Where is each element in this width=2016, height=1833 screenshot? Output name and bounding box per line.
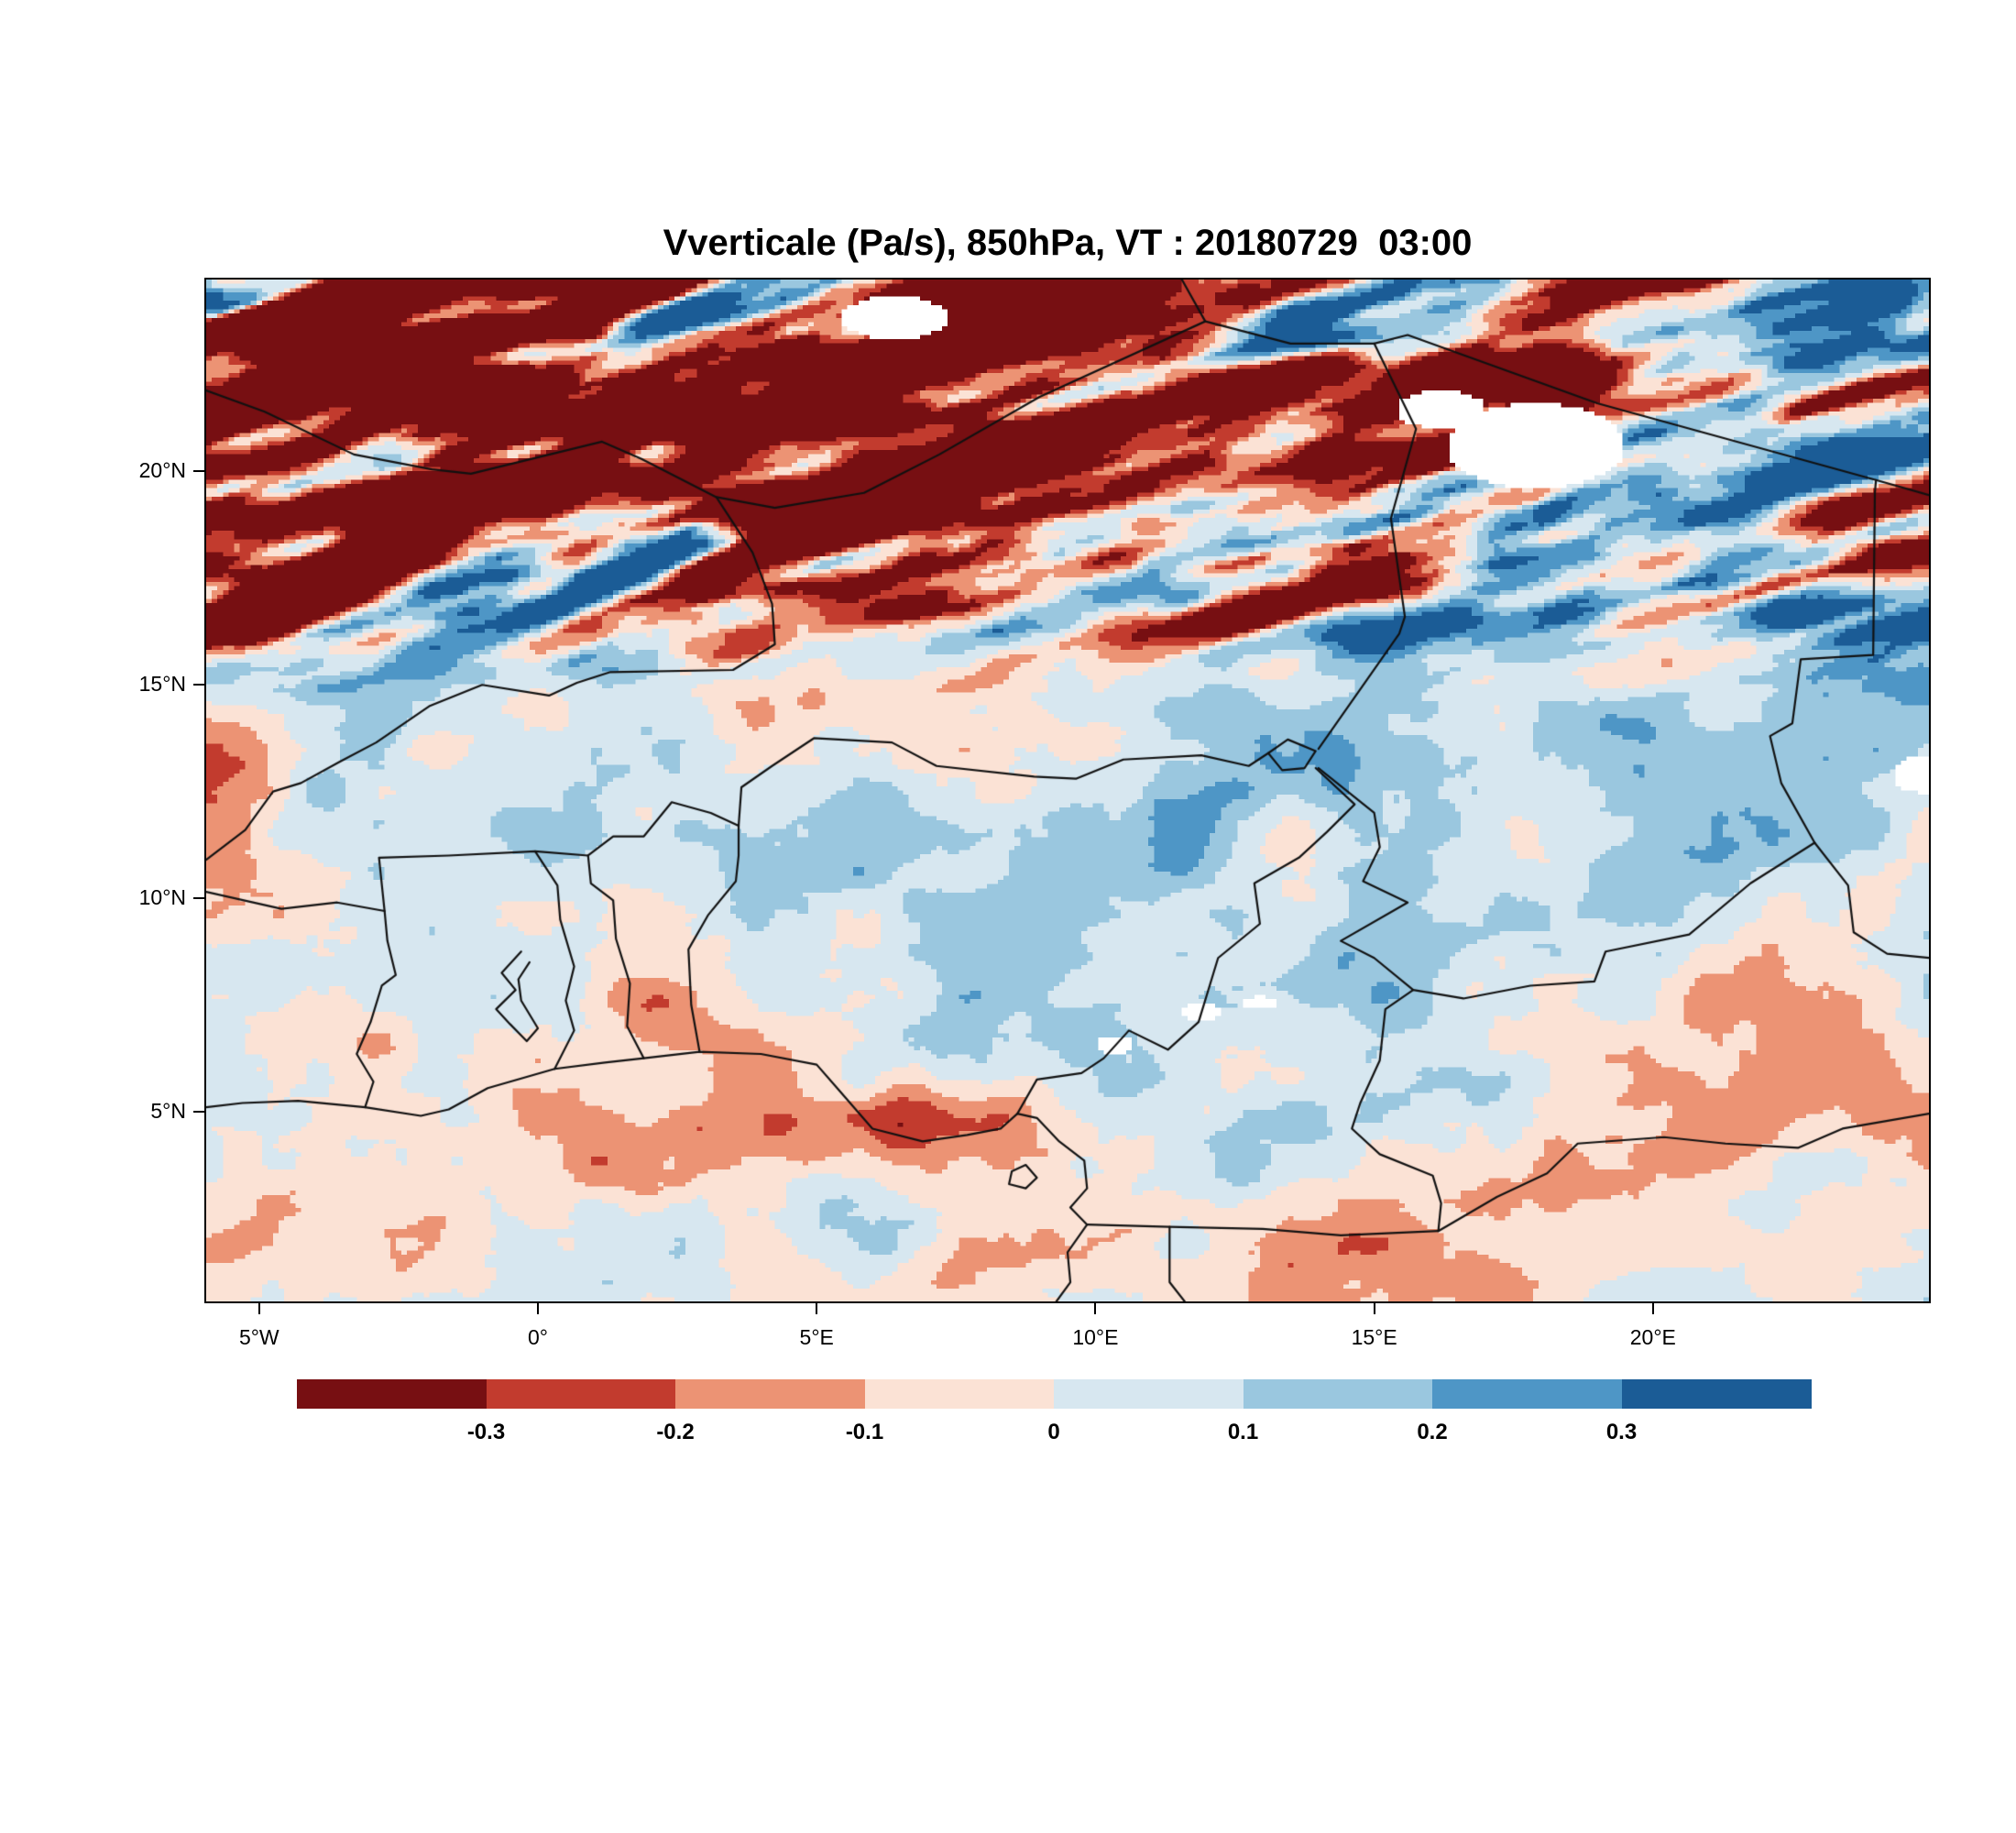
lon-tick-label: 5°W: [238, 1325, 279, 1349]
lon-tick-label: 5°E: [799, 1325, 834, 1349]
lon-tick: [1094, 1301, 1097, 1314]
colorbar-segment: [297, 1379, 488, 1409]
colorbar-segment: [1054, 1379, 1244, 1409]
colorbar-tick-label: -0.1: [845, 1420, 884, 1444]
lon-tick: [1651, 1301, 1654, 1314]
lon-tick: [1373, 1301, 1375, 1314]
colorbar-tick-label: 0: [1047, 1420, 1060, 1444]
colorbar-segment: [864, 1379, 1055, 1409]
lat-tick: [193, 470, 206, 473]
lon-tick: [816, 1301, 818, 1314]
colorbar-tick-label: -0.2: [656, 1420, 695, 1444]
lon-tick-label: 0°: [528, 1325, 548, 1349]
lat-tick-label: 15°N: [138, 672, 186, 697]
chart-title: Vverticale (Pa/s), 850hPa, VT : 20180729…: [663, 223, 1473, 263]
lat-tick-label: 10°N: [138, 885, 186, 910]
colorbar-tick-label: 0.1: [1227, 1420, 1259, 1444]
lat-tick-label: 5°N: [150, 1098, 186, 1123]
colorbar-segment: [1432, 1379, 1623, 1409]
colorbar-segment: [675, 1379, 866, 1409]
colorbar-segment: [486, 1379, 676, 1409]
map-frame: [204, 278, 1931, 1303]
country-borders-canvas: [206, 280, 1929, 1301]
lat-tick-label: 20°N: [138, 458, 186, 483]
lat-tick: [193, 1110, 206, 1113]
colorbar-tick-label: 0.3: [1605, 1420, 1638, 1444]
lon-tick: [257, 1301, 260, 1314]
lat-tick: [193, 684, 206, 686]
lon-tick-label: 20°E: [1629, 1325, 1676, 1349]
colorbar-tick-label: 0.2: [1417, 1420, 1448, 1444]
lon-tick: [537, 1301, 539, 1314]
lon-tick-label: 15°E: [1351, 1325, 1397, 1349]
colorbar-tick-label: -0.3: [466, 1420, 506, 1444]
colorbar-segment: [1243, 1379, 1433, 1409]
lat-tick: [193, 897, 206, 900]
lon-tick-label: 10°E: [1072, 1325, 1119, 1349]
colorbar-segment: [1621, 1379, 1812, 1409]
